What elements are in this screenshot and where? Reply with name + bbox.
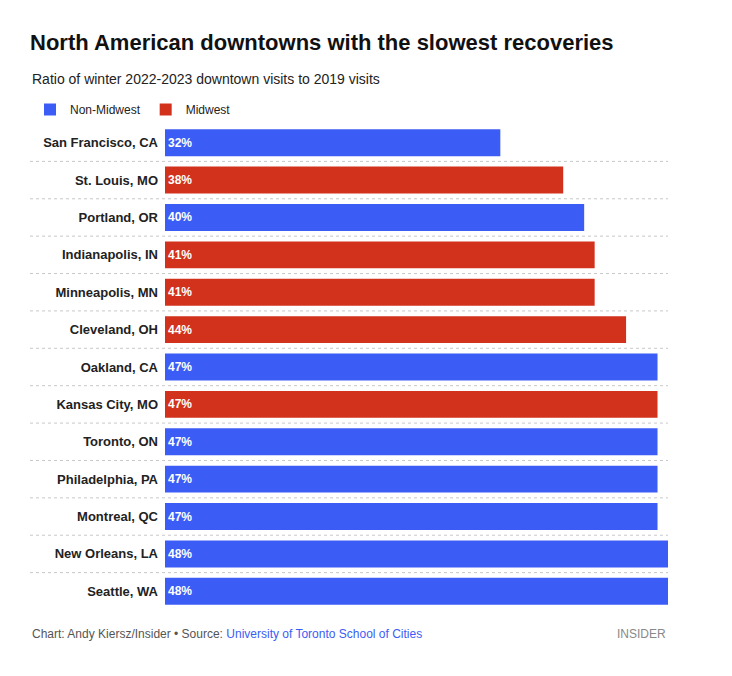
svg-text:47%: 47%: [168, 435, 192, 449]
svg-text:INSIDER: INSIDER: [617, 627, 666, 641]
svg-text:Chart: Andy Kiersz/Insider • S: Chart: Andy Kiersz/Insider • Source: Uni…: [32, 627, 422, 641]
svg-text:New Orleans, LA: New Orleans, LA: [55, 546, 159, 561]
svg-text:Portland, OR: Portland, OR: [79, 210, 159, 225]
svg-text:North American downtowns with: North American downtowns with the slowes…: [30, 30, 614, 55]
svg-text:St. Louis, MO: St. Louis, MO: [75, 173, 158, 188]
svg-text:47%: 47%: [168, 397, 192, 411]
svg-text:41%: 41%: [168, 285, 192, 299]
svg-text:Oakland, CA: Oakland, CA: [81, 360, 159, 375]
svg-text:Philadelphia, PA: Philadelphia, PA: [57, 472, 159, 487]
svg-text:Midwest: Midwest: [186, 103, 231, 117]
svg-text:48%: 48%: [168, 584, 192, 598]
svg-text:41%: 41%: [168, 248, 192, 262]
svg-text:44%: 44%: [168, 323, 192, 337]
svg-text:47%: 47%: [168, 360, 192, 374]
svg-text:Kansas City, MO: Kansas City, MO: [56, 397, 158, 412]
svg-text:Seattle, WA: Seattle, WA: [87, 584, 158, 599]
svg-text:47%: 47%: [168, 472, 192, 486]
svg-text:38%: 38%: [168, 173, 192, 187]
svg-text:32%: 32%: [168, 136, 192, 150]
svg-text:Ratio of winter 2022-2023 down: Ratio of winter 2022-2023 downtown visit…: [32, 71, 380, 87]
svg-text:48%: 48%: [168, 547, 192, 561]
svg-text:47%: 47%: [168, 510, 192, 524]
svg-text:Toronto, ON: Toronto, ON: [83, 434, 158, 449]
svg-text:Cleveland, OH: Cleveland, OH: [70, 322, 158, 337]
svg-text:Indianapolis, IN: Indianapolis, IN: [62, 247, 158, 262]
svg-text:Montreal, QC: Montreal, QC: [77, 509, 159, 524]
svg-text:40%: 40%: [168, 210, 192, 224]
svg-text:Minneapolis, MN: Minneapolis, MN: [55, 285, 158, 300]
svg-text:San Francisco, CA: San Francisco, CA: [43, 135, 158, 150]
svg-text:Non-Midwest: Non-Midwest: [70, 103, 141, 117]
